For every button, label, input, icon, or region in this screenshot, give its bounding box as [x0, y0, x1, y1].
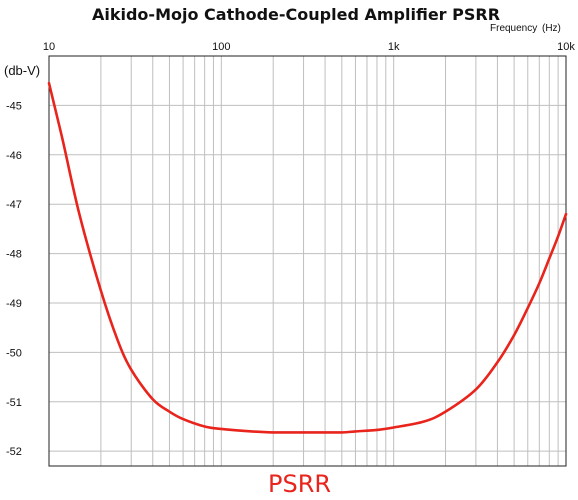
psrr-series-line	[47, 81, 568, 434]
x-axis-unit: (Hz)	[542, 23, 561, 34]
y-tick-label: -45	[6, 100, 22, 112]
x-tick-label: 1k	[388, 41, 400, 53]
y-tick-label: -46	[6, 150, 22, 162]
x-tick-label: 100	[212, 41, 230, 53]
x-tick-label: 10	[43, 41, 55, 53]
y-tick-label: -51	[6, 397, 22, 409]
y-tick-label: -52	[6, 446, 22, 458]
grid	[49, 56, 566, 466]
y-tick-label: -50	[6, 347, 22, 359]
y-tick-label: -49	[6, 298, 22, 310]
x-tick-label: 10k	[557, 41, 575, 53]
x-axis-label: Frequency	[490, 23, 537, 34]
plot-frame	[48, 55, 567, 467]
y-tick-labels: -45 -46 -47 -48 -49 -50 -51 -52	[6, 100, 22, 458]
y-tick-label: -47	[6, 199, 22, 211]
legend-label-psrr: PSRR	[268, 470, 331, 498]
x-tick-labels: 10 100 1k 10k	[43, 41, 575, 53]
y-tick-label: -48	[6, 249, 22, 261]
chart-title: Aikido-Mojo Cathode-Coupled Amplifier PS…	[92, 5, 500, 24]
y-axis-label: (db-V)	[4, 63, 40, 78]
